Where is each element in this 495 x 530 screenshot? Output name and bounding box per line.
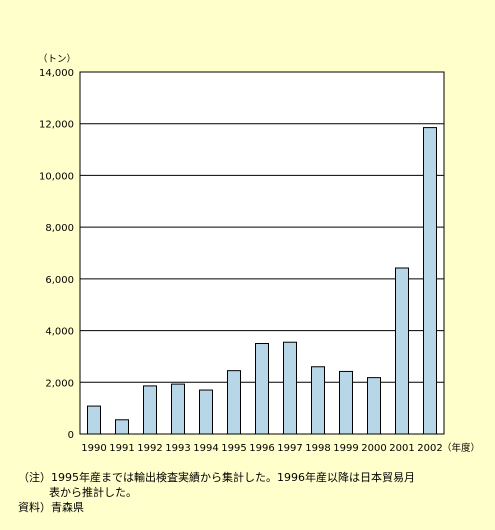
source-line: 資料）青森県 [18,501,84,514]
bar-2002 [423,127,437,435]
x-tick-label: 1995 [221,443,246,454]
x-axis-unit: （年度） [442,442,480,454]
y-tick-label: 10,000 [39,171,74,182]
x-tick-label: 2001 [389,443,414,454]
bar-chart: 02,0004,0006,0008,00010,00012,00014,000 … [38,53,480,454]
notes: （注）1995年産までは輸出検査実績から集計した。1996年産以降は日本貿易月 … [18,470,488,515]
x-tick-label: 1997 [277,443,302,454]
x-tick-label: 1991 [109,443,134,454]
y-tick-label: 12,000 [39,120,74,131]
bar-1995 [227,370,241,435]
y-tick-labels: 0 2,000 4,000 6,000 8,000 10,000 12,000 14,000 [39,68,74,441]
gridlines [80,123,444,383]
x-tick-label: 1992 [137,443,162,454]
note-line-2: 表から推計した。 [49,486,137,499]
x-tick-labels: 1990 1991 1992 1993 1994 1995 1996 1997 1998 1999… [81,443,442,454]
plot-border [79,71,445,435]
x-tick-label: 1999 [333,443,358,454]
y-axis-unit: （トン） [38,53,76,65]
y-tick-label: 6,000 [45,275,74,286]
x-tick-label: 2002 [417,443,442,454]
y-tick-label: 8,000 [45,223,74,234]
x-tick-label: 1996 [249,443,274,454]
note-line-1: （注）1995年産までは輸出検査実績から集計した。1996年産以降は日本貿易月 [18,471,415,484]
y-tick-label: 4,000 [45,327,74,338]
bar-1998 [311,366,325,435]
x-tick-label: 2000 [361,443,386,454]
bar-1991 [115,419,129,435]
x-tick-label: 1998 [305,443,330,454]
bar-1992 [143,385,157,435]
bars [87,127,437,435]
y-tick-label: 14,000 [39,68,74,79]
bar-1990 [87,405,101,435]
bar-2001 [395,267,409,435]
bar-1996 [255,343,269,435]
bar-1997 [283,341,297,435]
x-tick-label: 1993 [165,443,190,454]
bar-1993 [171,383,185,435]
bar-1999 [339,370,353,435]
y-tick-label: 0 [68,430,74,441]
y-tick-label: 2,000 [45,378,74,389]
x-tick-label: 1994 [193,443,218,454]
bar-1994 [199,389,213,435]
x-tick-label: 1990 [81,443,106,454]
bar-2000 [367,377,381,435]
